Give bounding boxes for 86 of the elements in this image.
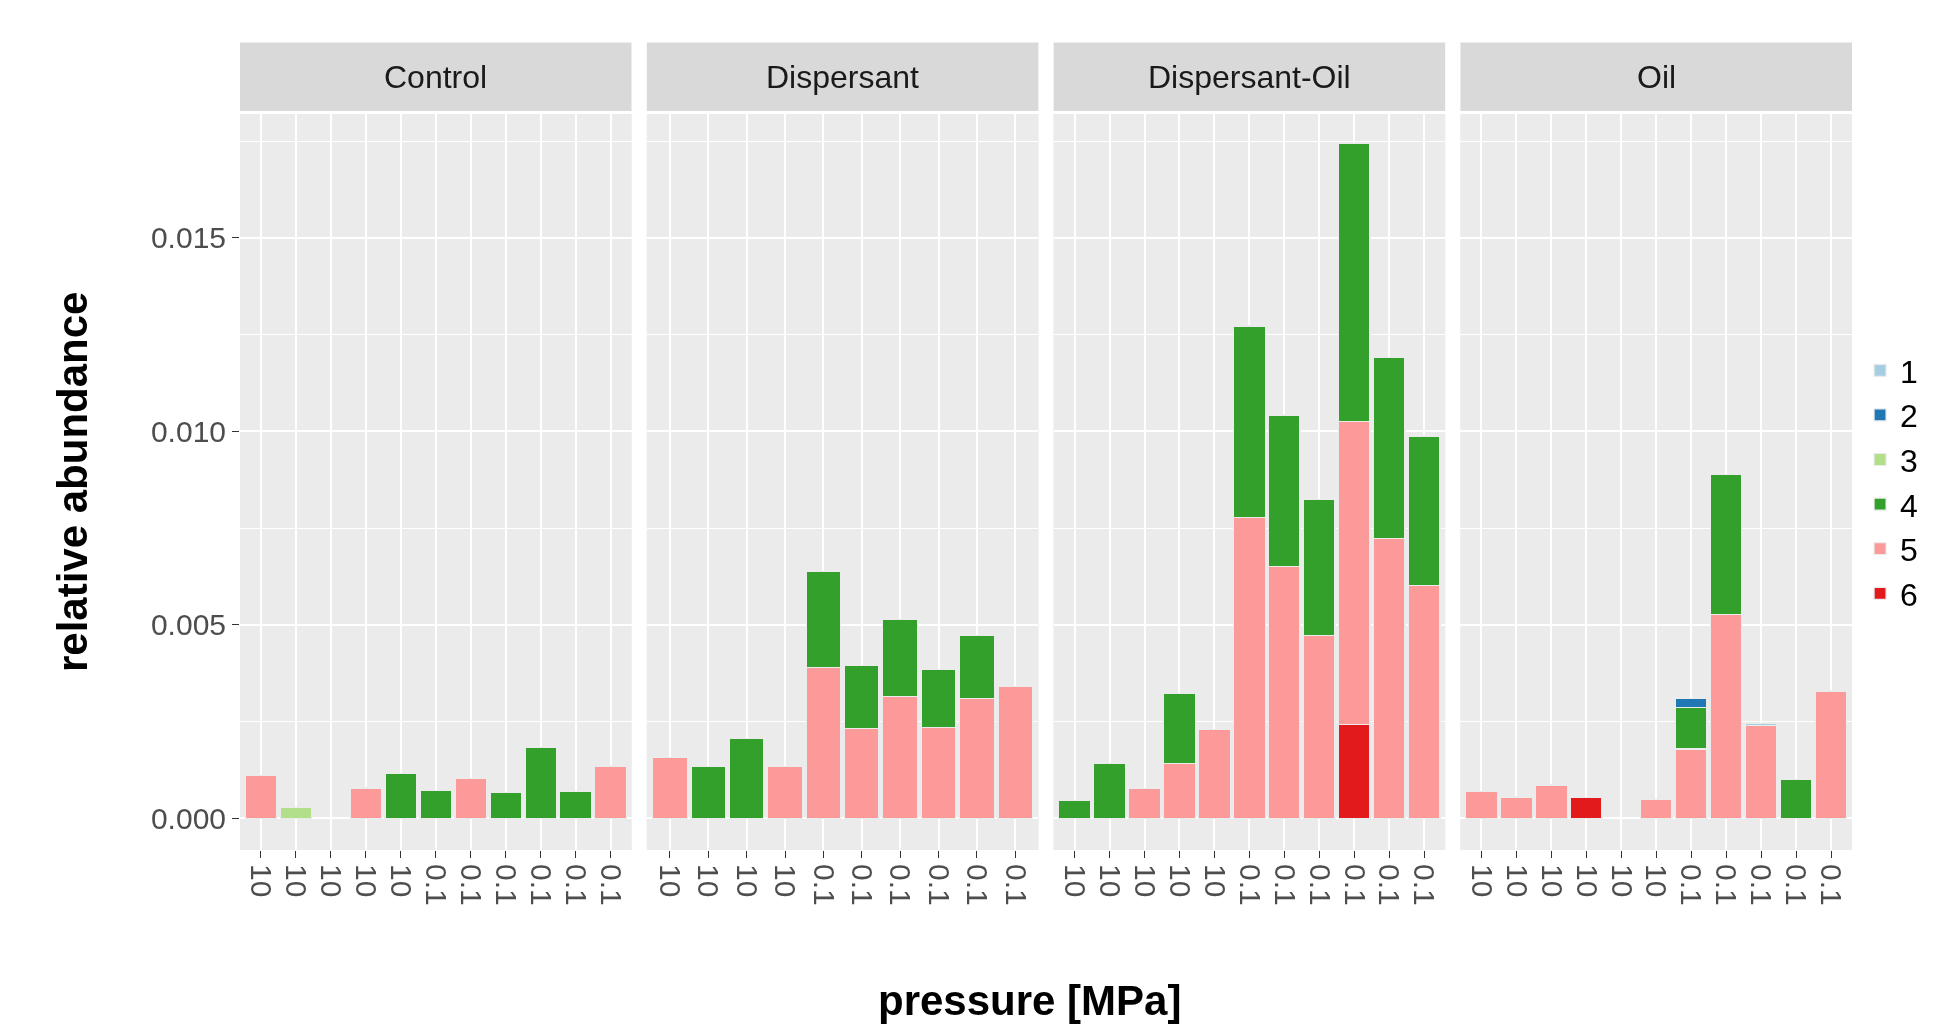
x-tick-label: 0.1 <box>1745 864 1779 906</box>
chart-title: Dispersant <box>766 59 920 95</box>
x-tick-label: 0.1 <box>1408 864 1442 906</box>
x-tick-label: 0.1 <box>1780 864 1814 906</box>
bar <box>1465 790 1498 819</box>
x-tick-label: 10 <box>1093 864 1127 898</box>
bar <box>244 775 278 819</box>
x-tick-label: 0.1 <box>1675 864 1709 906</box>
x-tick-label: 10 <box>1198 864 1232 898</box>
bar <box>1093 762 1126 819</box>
x-tick-label: 10 <box>1640 864 1674 898</box>
bar <box>454 778 488 819</box>
legend-label: 6 <box>1900 576 1918 613</box>
bar <box>728 737 765 819</box>
x-tick-label: 0.1 <box>524 864 558 906</box>
bar <box>279 807 313 819</box>
bar <box>594 765 627 819</box>
x-tick-label: 0.1 <box>1303 864 1337 906</box>
bar <box>767 766 803 819</box>
x-tick-label: 0.1 <box>1815 864 1849 906</box>
bar <box>1744 725 1778 819</box>
y-axis-title: relative abundance <box>49 291 97 673</box>
x-axis-title: pressure [MPa] <box>878 977 1182 1024</box>
bar <box>524 746 557 819</box>
legend-label: 2 <box>1900 398 1918 435</box>
bar <box>419 789 453 819</box>
x-tick-label: 10 <box>1128 864 1162 898</box>
bar <box>651 756 688 819</box>
bar <box>1814 690 1848 819</box>
y-tick-label: 0.000 <box>150 801 226 835</box>
x-tick-label: 0.1 <box>846 864 880 906</box>
x-tick-label: 10 <box>769 864 803 898</box>
bar <box>1535 784 1568 819</box>
x-tick-label: 10 <box>350 864 384 898</box>
bar <box>384 773 418 819</box>
x-tick-label: 10 <box>1163 864 1197 898</box>
legend-label: 4 <box>1900 487 1918 524</box>
x-tick-label: 10 <box>1535 864 1569 898</box>
x-tick-label: 10 <box>1058 864 1092 898</box>
x-tick-label: 0.1 <box>999 864 1033 906</box>
bar <box>1570 797 1603 819</box>
x-tick-label: 0.1 <box>1373 864 1407 906</box>
x-tick-label: 10 <box>692 864 726 898</box>
x-tick-label: 10 <box>654 864 688 898</box>
x-tick-label: 0.1 <box>961 864 995 906</box>
y-tick-label: 0.010 <box>150 414 226 448</box>
bar <box>1198 729 1231 819</box>
bar <box>1128 788 1161 819</box>
x-tick-label: 10 <box>1570 864 1604 898</box>
x-tick-label: 0.1 <box>1710 864 1744 906</box>
x-tick-label: 10 <box>1465 864 1499 898</box>
y-tick-label: 0.005 <box>150 608 226 642</box>
legend-label: 3 <box>1900 442 1918 479</box>
x-tick-label: 0.1 <box>594 864 628 906</box>
x-tick-label: 0.1 <box>420 864 454 906</box>
x-tick-label: 10 <box>1605 864 1639 898</box>
x-tick-label: 0.1 <box>489 864 523 906</box>
x-tick-label: 10 <box>315 864 349 898</box>
x-tick-label: 0.1 <box>922 864 956 906</box>
bar <box>349 787 383 819</box>
x-tick-label: 0.1 <box>1268 864 1302 906</box>
x-tick-label: 10 <box>730 864 764 898</box>
y-tick-label: 0.015 <box>150 221 226 255</box>
bar <box>559 790 592 819</box>
bar <box>690 766 727 819</box>
x-tick-label: 0.1 <box>559 864 593 906</box>
x-tick-label: 0.1 <box>454 864 488 906</box>
x-tick-label: 0.1 <box>1338 864 1372 906</box>
bar <box>1779 778 1813 819</box>
bar <box>1058 800 1091 819</box>
bar <box>1500 796 1533 819</box>
x-tick-label: 10 <box>280 864 314 898</box>
x-tick-label: 10 <box>1500 864 1534 898</box>
x-tick-label: 10 <box>385 864 419 898</box>
bar <box>1639 799 1673 819</box>
bar <box>997 686 1034 819</box>
x-tick-label: 0.1 <box>1233 864 1267 906</box>
x-tick-label: 0.1 <box>807 864 841 906</box>
x-tick-label: 10 <box>245 864 279 898</box>
legend-label: 5 <box>1900 532 1918 569</box>
chart-title: Oil <box>1637 59 1677 95</box>
chart-title: Control <box>384 59 488 95</box>
bar <box>489 791 522 819</box>
x-tick-label: 0.1 <box>884 864 918 906</box>
legend-label: 1 <box>1900 353 1918 390</box>
chart-title: Dispersant-Oil <box>1148 59 1351 95</box>
